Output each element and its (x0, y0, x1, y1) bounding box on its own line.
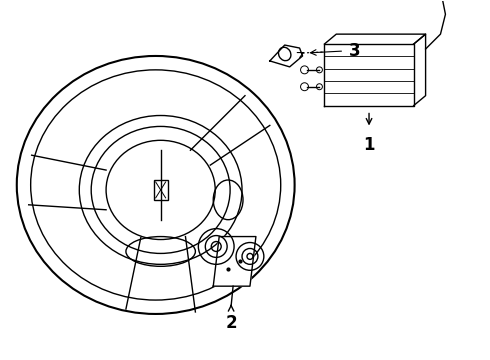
Polygon shape (324, 44, 414, 105)
Polygon shape (414, 34, 426, 105)
Polygon shape (270, 45, 302, 67)
Bar (154, 180, 168, 200)
Text: 2: 2 (225, 314, 237, 332)
Text: 1: 1 (363, 136, 375, 154)
Polygon shape (213, 237, 256, 286)
Text: 3: 3 (349, 42, 361, 60)
Polygon shape (324, 34, 426, 44)
